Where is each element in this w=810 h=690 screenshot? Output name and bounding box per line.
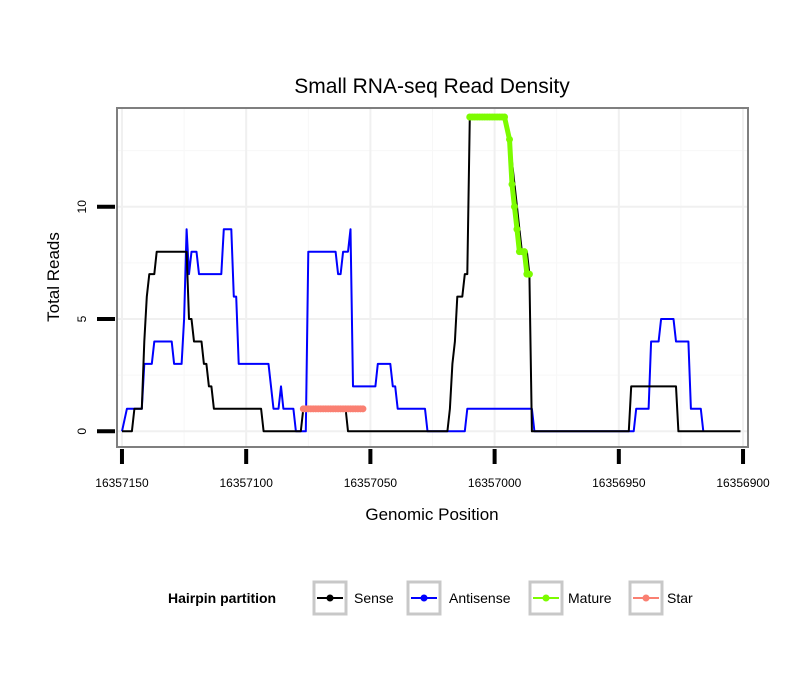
legend: Hairpin partition Sense Antisense Mature St…	[168, 580, 693, 616]
legend-label-mature: Mature	[568, 590, 612, 606]
legend-key-point	[326, 594, 334, 602]
legend-item-antisense: Antisense	[406, 580, 511, 616]
legend-item-mature: Mature	[528, 580, 612, 616]
x-axis: 16357150 16357100 16357050 16357000 16356950…	[95, 449, 770, 490]
series-mature	[466, 113, 533, 278]
y-tick-label: 10	[75, 200, 89, 214]
legend-key-point	[420, 594, 428, 602]
data-point-star	[359, 405, 367, 413]
x-tick-label: 16356950	[592, 476, 646, 490]
x-tick-label: 16357050	[344, 476, 398, 490]
series-layer	[121, 113, 741, 433]
x-tick-label: 16356900	[716, 476, 770, 490]
data-point-mature	[510, 203, 518, 211]
data-point-mature	[508, 180, 516, 188]
plot-panel	[116, 107, 749, 448]
legend-label-star: Star	[667, 590, 693, 606]
legend-label-antisense: Antisense	[449, 590, 511, 606]
legend-key-point	[542, 594, 550, 602]
legend-title: Hairpin partition	[168, 590, 276, 606]
x-tick-label: 16357100	[219, 476, 273, 490]
x-tick-label: 16357150	[95, 476, 149, 490]
y-tick-label: 0	[75, 428, 89, 435]
grid-lines	[117, 108, 748, 447]
x-axis-title: Genomic Position	[365, 505, 498, 524]
data-point-mature	[525, 270, 533, 278]
panel-border	[116, 107, 749, 448]
data-point-mature	[506, 135, 514, 143]
series-antisense	[121, 228, 705, 433]
series-star	[299, 405, 367, 413]
y-axis: 0 5 10	[75, 200, 115, 435]
y-tick-label: 5	[75, 315, 89, 322]
data-point-mature	[520, 248, 528, 256]
series-line-antisense	[121, 228, 705, 433]
legend-label-sense: Sense	[354, 590, 394, 606]
data-point-mature	[501, 113, 509, 121]
x-tick-label: 16357000	[468, 476, 522, 490]
legend-entries: Sense Antisense Mature Star	[312, 580, 693, 616]
legend-item-sense: Sense	[312, 580, 394, 616]
chart-title: Small RNA-seq Read Density	[294, 75, 570, 98]
y-axis-title: Total Reads	[44, 232, 63, 322]
legend-item-star: Star	[628, 580, 693, 616]
data-point-mature	[513, 225, 521, 233]
legend-key-point	[642, 594, 650, 602]
